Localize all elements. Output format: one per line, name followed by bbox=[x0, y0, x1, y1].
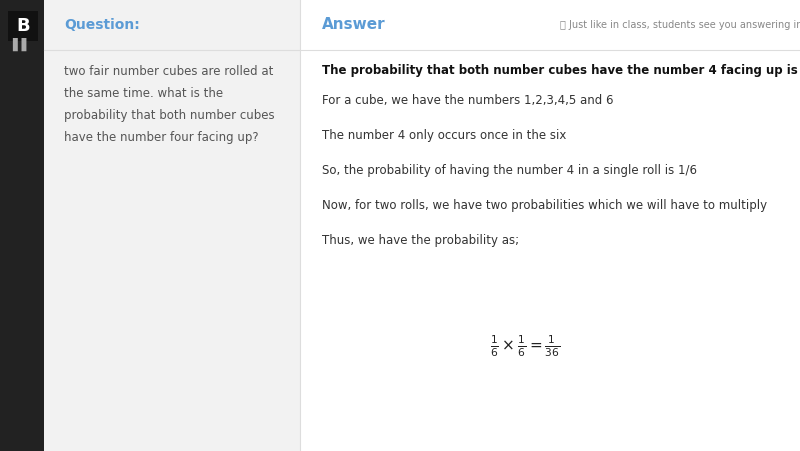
Bar bbox=[300, 0, 800, 451]
Bar bbox=[0, 0, 44, 451]
Bar bbox=[44, 0, 300, 451]
Text: Now, for two rolls, we have two probabilities which we will have to multiply: Now, for two rolls, we have two probabil… bbox=[322, 198, 767, 212]
Text: So, the probability of having the number 4 in a single roll is 1/6: So, the probability of having the number… bbox=[322, 164, 697, 177]
Text: Question:: Question: bbox=[64, 18, 140, 32]
Text: The probability that both number cubes have the number 4 facing up is 1/36: The probability that both number cubes h… bbox=[322, 64, 800, 77]
Bar bbox=[8, 11, 38, 41]
Text: the same time. what is the: the same time. what is the bbox=[64, 87, 223, 100]
Text: probability that both number cubes: probability that both number cubes bbox=[64, 109, 274, 122]
Text: Answer: Answer bbox=[322, 17, 386, 32]
Text: For a cube, we have the numbers 1,2,3,4,5 and 6: For a cube, we have the numbers 1,2,3,4,… bbox=[322, 94, 614, 106]
Text: ▌▌: ▌▌ bbox=[12, 38, 32, 51]
Text: have the number four facing up?: have the number four facing up? bbox=[64, 131, 258, 143]
Text: B: B bbox=[16, 17, 30, 35]
Text: Thus, we have the probability as;: Thus, we have the probability as; bbox=[322, 234, 519, 247]
Text: two fair number cubes are rolled at: two fair number cubes are rolled at bbox=[64, 64, 274, 78]
Text: The number 4 only occurs once in the six: The number 4 only occurs once in the six bbox=[322, 129, 566, 142]
Text: $\frac{1}{6} \times \frac{1}{6} = \frac{1}{36}$: $\frac{1}{6} \times \frac{1}{6} = \frac{… bbox=[490, 333, 560, 359]
Text: 🔥 Just like in class, students see you answering in r: 🔥 Just like in class, students see you a… bbox=[560, 20, 800, 30]
